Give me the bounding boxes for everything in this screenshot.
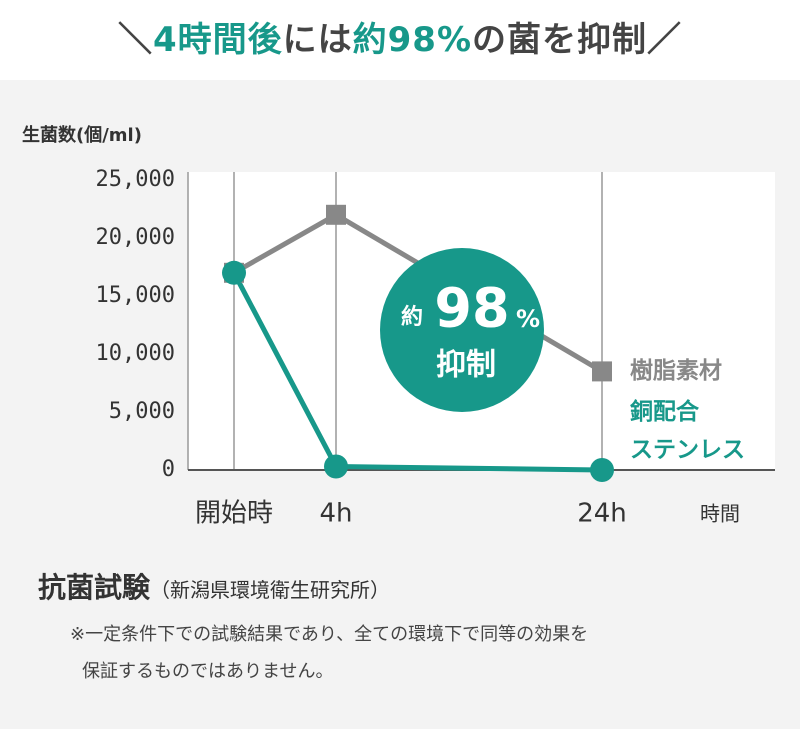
callout-unit: %	[516, 305, 540, 333]
headline-part: ／	[647, 20, 683, 60]
callout-line2: 抑制	[436, 348, 496, 383]
y-tick-label: 25,000	[96, 167, 175, 192]
y-tick-label: 10,000	[96, 341, 175, 366]
x-tick-label: 24h	[577, 499, 627, 529]
y-axis-label: 生菌数(個/ml)	[22, 124, 142, 146]
y-tick-label: 20,000	[96, 225, 175, 250]
marker	[324, 454, 348, 479]
marker	[326, 204, 346, 225]
headline-part: の菌を抑制	[472, 20, 648, 60]
footer-heading: 抗菌試験（新潟県環境衛生研究所）	[38, 566, 390, 606]
callout-prefix: 約	[401, 304, 423, 330]
callout-circle	[380, 248, 544, 412]
headline-part: 約98%	[352, 20, 473, 60]
note: 保証するものではありません。	[82, 661, 334, 682]
legend-label: 銅配合 ステンレス	[630, 399, 745, 463]
marker	[590, 458, 614, 482]
marker	[592, 361, 612, 382]
headline-part: ＼	[117, 20, 153, 60]
source: （新潟県環境衛生研究所）	[150, 578, 391, 602]
marker	[222, 260, 246, 285]
headline-part: には	[282, 20, 353, 60]
y-tick-label: 5,000	[109, 399, 175, 424]
note: ※一定条件下での試験結果であり、全ての環境下で同等の効果を	[70, 624, 589, 645]
y-tick-label: 0	[162, 457, 175, 482]
y-tick-label: 15,000	[96, 283, 175, 308]
x-tick-label: 開始時	[195, 499, 273, 529]
callout-number: 98	[434, 277, 509, 340]
legend-label: 樹脂素材	[630, 358, 722, 384]
x-axis-label: 時間	[700, 502, 740, 526]
heading: 抗菌試験	[38, 571, 151, 604]
x-tick-label: 4h	[319, 499, 352, 529]
chart: 生菌数(個/ml) 時間 0 5,000 10,000 15,000 20,000 25,…	[22, 124, 775, 529]
headline: ＼4時間後には約98%の菌を抑制／	[0, 0, 800, 80]
headline-part: 4時間後	[152, 20, 283, 60]
